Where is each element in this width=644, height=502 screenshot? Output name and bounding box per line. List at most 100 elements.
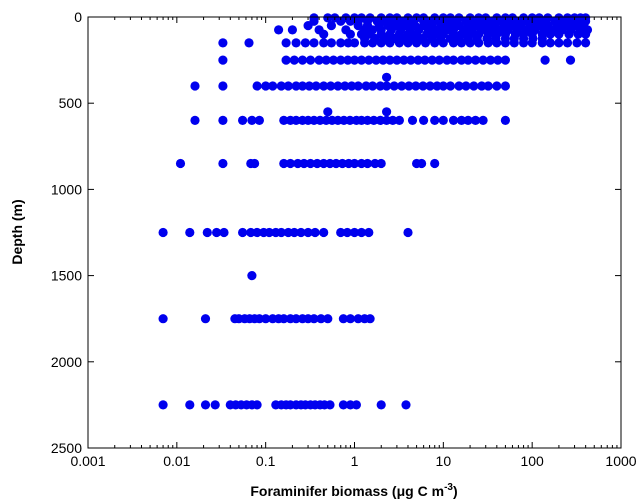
data-point bbox=[291, 81, 301, 91]
data-point bbox=[247, 271, 257, 281]
data-point bbox=[382, 107, 392, 117]
data-point bbox=[283, 81, 293, 91]
data-point bbox=[319, 29, 329, 39]
data-point bbox=[185, 400, 195, 410]
data-point bbox=[289, 55, 299, 65]
data-point bbox=[365, 314, 375, 324]
data-point bbox=[573, 29, 583, 39]
data-point bbox=[244, 38, 254, 48]
data-point bbox=[316, 314, 326, 324]
data-point bbox=[310, 227, 320, 238]
data-point bbox=[331, 158, 341, 169]
data-point bbox=[333, 81, 343, 91]
data-point bbox=[349, 55, 360, 65]
data-point bbox=[285, 158, 295, 169]
data-point bbox=[401, 400, 411, 410]
data-point bbox=[361, 81, 371, 91]
data-point bbox=[238, 115, 248, 125]
data-point bbox=[430, 38, 440, 48]
data-point bbox=[309, 314, 319, 324]
data-point bbox=[281, 55, 291, 65]
data-point bbox=[190, 81, 200, 91]
data-point bbox=[448, 115, 459, 125]
data-point bbox=[326, 38, 336, 48]
data-point bbox=[287, 25, 297, 35]
data-point bbox=[388, 115, 398, 125]
data-point bbox=[299, 158, 309, 169]
data-point bbox=[378, 55, 388, 65]
data-point bbox=[564, 29, 574, 39]
data-point bbox=[438, 81, 448, 91]
data-point bbox=[562, 38, 573, 48]
data-point bbox=[364, 55, 374, 65]
x-tick-label: 0.001 bbox=[70, 453, 105, 469]
x-axis-title-superscript: -3 bbox=[444, 482, 453, 493]
data-point bbox=[247, 115, 257, 125]
data-point bbox=[303, 227, 313, 238]
y-tick-label: 2000 bbox=[51, 354, 82, 370]
data-point bbox=[297, 55, 308, 65]
data-point bbox=[540, 55, 550, 65]
data-point bbox=[545, 38, 555, 48]
data-point bbox=[328, 55, 339, 65]
data-point bbox=[252, 81, 262, 91]
y-axis-title: Depth (m) bbox=[9, 199, 25, 264]
data-point bbox=[238, 227, 248, 238]
y-tick-label: 2500 bbox=[51, 440, 82, 456]
data-point bbox=[394, 38, 404, 48]
data-point bbox=[362, 115, 373, 125]
data-point bbox=[442, 55, 452, 65]
data-point bbox=[465, 38, 475, 48]
data-point bbox=[338, 314, 348, 324]
data-point bbox=[369, 115, 379, 125]
data-point bbox=[353, 81, 363, 91]
data-point bbox=[326, 21, 336, 31]
data-point bbox=[485, 55, 496, 65]
data-point bbox=[413, 55, 423, 65]
data-point bbox=[420, 38, 431, 48]
data-point bbox=[403, 227, 413, 238]
data-point bbox=[376, 158, 386, 169]
data-point bbox=[360, 38, 370, 48]
data-point bbox=[407, 115, 418, 125]
data-point bbox=[276, 81, 286, 91]
data-point bbox=[158, 227, 168, 238]
x-tick-label: 0.01 bbox=[163, 453, 190, 469]
data-point bbox=[478, 55, 488, 65]
data-point bbox=[463, 55, 473, 65]
data-point bbox=[500, 55, 510, 65]
data-point bbox=[448, 38, 459, 48]
data-point bbox=[500, 115, 510, 125]
x-tick-label: 100 bbox=[520, 453, 544, 469]
data-point bbox=[336, 227, 346, 238]
data-point bbox=[403, 38, 413, 48]
data-point bbox=[254, 314, 264, 324]
data-point bbox=[345, 314, 355, 324]
data-point bbox=[399, 55, 409, 65]
data-point bbox=[314, 55, 324, 65]
data-point bbox=[319, 81, 329, 91]
data-point bbox=[349, 158, 360, 169]
data-point bbox=[311, 81, 321, 91]
x-tick-label: 1 bbox=[351, 453, 359, 469]
data-point bbox=[218, 158, 228, 169]
data-point bbox=[519, 38, 529, 48]
data-point bbox=[463, 115, 473, 125]
data-point bbox=[417, 158, 427, 169]
data-point bbox=[336, 16, 346, 26]
data-point bbox=[252, 400, 262, 410]
x-axis: 0.001 0.01 0.1 1 10 100 1000 bbox=[70, 17, 637, 469]
data-point bbox=[261, 81, 271, 91]
data-point bbox=[291, 38, 301, 48]
data-point bbox=[376, 38, 386, 48]
data-point bbox=[412, 38, 422, 48]
data-point bbox=[483, 38, 493, 48]
data-point bbox=[385, 38, 395, 48]
x-tick-label: 10 bbox=[436, 453, 452, 469]
data-point bbox=[356, 55, 367, 65]
data-point bbox=[264, 227, 274, 238]
data-points bbox=[158, 13, 593, 410]
data-point bbox=[368, 81, 378, 91]
data-point bbox=[343, 38, 353, 48]
